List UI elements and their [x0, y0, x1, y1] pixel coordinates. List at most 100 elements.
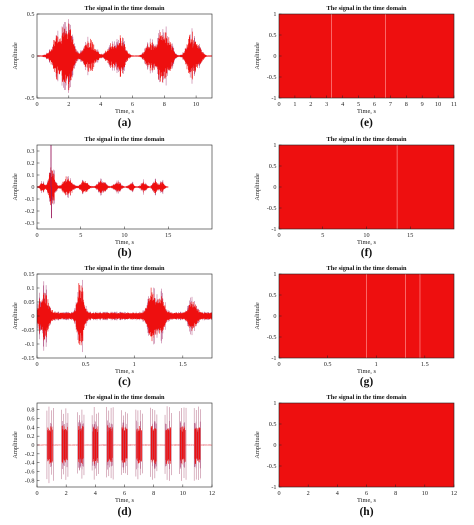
x-tick-label: 8 — [405, 101, 408, 108]
y-axis-label: Amplitude — [254, 431, 261, 458]
chart-panel-a: The signal in the time domain 0 2 4 6 8 10 -0.5… — [12, 5, 213, 129]
y-tick-label: 0 — [273, 442, 276, 449]
y-tick-label: -1 — [271, 355, 276, 362]
x-axis-label: Time, s — [357, 239, 376, 246]
signal-lower — [37, 56, 212, 91]
x-tick-label: 15 — [165, 232, 171, 239]
chart-panel-c: The signal in the time domain 0 0.5 1 1.5 -0.… — [12, 265, 213, 388]
signal-series — [279, 403, 454, 487]
x-tick-label: 10 — [193, 101, 199, 108]
y-tick-label: 0.5 — [269, 32, 277, 39]
x-tick-label: 2 — [67, 101, 70, 108]
y-tick-label: 0.8 — [27, 407, 35, 414]
signal-series — [279, 274, 454, 358]
y-tick-label: -0.5 — [267, 205, 277, 212]
chart-title: The signal in the time domain — [85, 394, 165, 401]
x-tick-label: 8 — [152, 490, 155, 497]
panel-label: (d) — [117, 506, 131, 518]
x-tick-label: 4 — [94, 490, 97, 497]
chart-title: The signal in the time domain — [85, 5, 165, 12]
y-tick-label: 0 — [31, 313, 34, 320]
y-tick-label: 0.1 — [27, 172, 35, 179]
x-tick-label: 2 — [65, 490, 68, 497]
signal-series — [279, 145, 454, 229]
y-tick-label: 1 — [273, 271, 276, 278]
x-tick-label: 7 — [389, 101, 392, 108]
x-axis-label: Time, s — [115, 108, 134, 115]
x-tick-label: 5 — [321, 232, 324, 239]
x-tick-label: 0 — [35, 490, 38, 497]
y-tick-label: 0.3 — [27, 148, 35, 155]
x-tick-label: 5 — [357, 101, 360, 108]
y-tick-label: 0.15 — [24, 271, 35, 278]
y-tick-label: -1 — [271, 226, 276, 233]
chart-title: The signal in the time domain — [327, 265, 407, 272]
y-axis-label: Amplitude — [12, 302, 19, 329]
x-tick-label: 10 — [363, 232, 369, 239]
y-tick-label: -0.3 — [25, 220, 35, 227]
y-tick-label: 0.2 — [27, 433, 35, 440]
panel-label: (e) — [360, 117, 373, 129]
y-tick-label: -0.5 — [267, 74, 277, 81]
y-tick-label: -0.1 — [25, 196, 35, 203]
x-tick-label: 8 — [394, 490, 397, 497]
x-axis-label: Time, s — [115, 239, 134, 246]
y-tick-label: 0.05 — [24, 299, 35, 306]
x-tick-label: 10 — [435, 101, 441, 108]
signal-series — [37, 279, 212, 353]
y-tick-label: 0 — [273, 53, 276, 60]
x-tick-label: 1 — [375, 361, 378, 368]
chart-panel-d: The signal in the time domain 0 2 4 6 8 10 12 -0… — [12, 394, 215, 518]
y-tick-label: -0.6 — [25, 469, 35, 476]
y-tick-label: -0.4 — [25, 460, 35, 467]
signal-upper — [37, 283, 212, 316]
x-tick-label: 4 — [336, 490, 339, 497]
y-tick-label: -0.2 — [25, 451, 35, 458]
y-tick-label: -0.1 — [25, 341, 35, 348]
chart-title: The signal in the time domain — [327, 5, 407, 12]
x-tick-label: 0 — [277, 361, 280, 368]
y-tick-label: -1 — [271, 95, 276, 102]
panel-label: (b) — [117, 247, 131, 259]
panel-label: (c) — [118, 376, 131, 388]
y-tick-label: -0.5 — [25, 95, 35, 102]
y-tick-label: -0.5 — [267, 463, 277, 470]
y-tick-label: 0.6 — [27, 415, 35, 422]
signal-lower — [37, 445, 212, 465]
x-axis-label: Time, s — [115, 368, 134, 375]
x-tick-label: 0.5 — [324, 361, 332, 368]
x-tick-label: 6 — [123, 490, 126, 497]
y-tick-label: 1 — [273, 142, 276, 149]
x-tick-label: 1 — [133, 361, 136, 368]
x-tick-label: 2 — [309, 101, 312, 108]
x-tick-label: 12 — [209, 490, 215, 497]
x-tick-label: 0 — [35, 232, 38, 239]
panel-label: (a) — [118, 117, 132, 129]
y-axis-label: Amplitude — [12, 431, 19, 458]
chart-panel-b: The signal in the time domain 0 5 10 15 -0.3 -… — [12, 136, 213, 259]
chart-title: The signal in the time domain — [327, 136, 407, 143]
signal-series — [37, 19, 212, 93]
x-tick-label: 8 — [163, 101, 166, 108]
signal-lower — [37, 316, 212, 346]
signal-series — [37, 406, 212, 484]
y-tick-label: 0.5 — [269, 292, 277, 299]
y-tick-label: 0.4 — [27, 424, 35, 431]
x-tick-label: 1.5 — [421, 361, 429, 368]
x-tick-label: 0 — [277, 101, 280, 108]
x-tick-label: 6 — [131, 101, 134, 108]
x-tick-label: 2 — [307, 490, 310, 497]
signal-fill — [279, 14, 454, 98]
chart-title: The signal in the time domain — [85, 136, 165, 143]
x-tick-label: 10 — [180, 490, 186, 497]
x-tick-label: 10 — [422, 490, 428, 497]
y-axis-label: Amplitude — [12, 42, 19, 69]
y-tick-label: 0 — [31, 442, 34, 449]
x-tick-label: 4 — [99, 101, 102, 108]
signal-upper — [37, 425, 212, 445]
chart-title: The signal in the time domain — [85, 265, 165, 272]
y-tick-label: -0.2 — [25, 208, 35, 215]
x-axis-label: Time, s — [357, 368, 376, 375]
signal-lower — [37, 187, 169, 206]
